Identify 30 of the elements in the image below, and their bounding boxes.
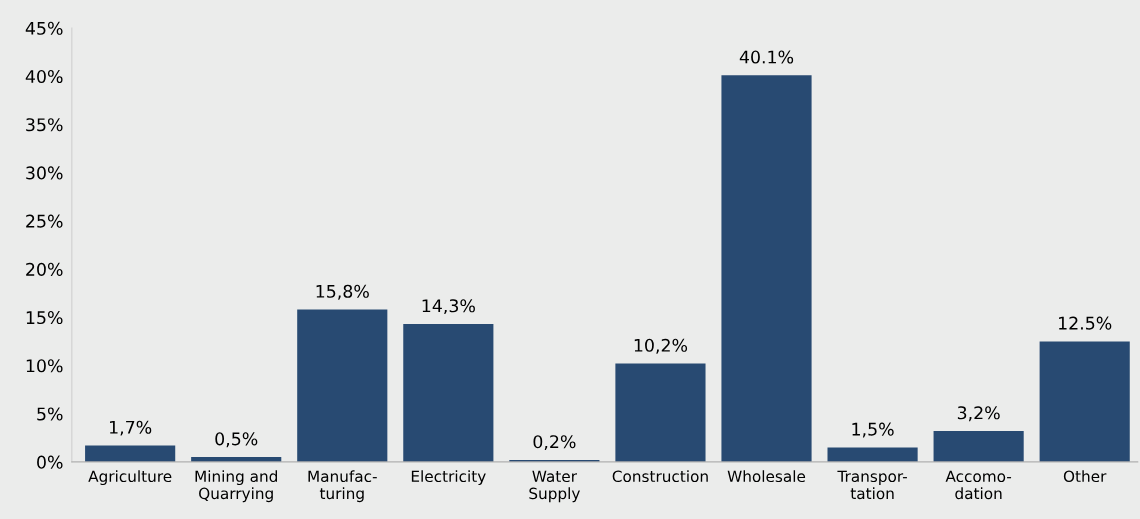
x-tick-label: Water Supply	[529, 470, 580, 503]
x-tick-label: Accomo- dation	[945, 470, 1012, 500]
data-label: 10,2%	[634, 338, 688, 354]
data-label: 0,2%	[533, 435, 576, 451]
y-tick-label: 25%	[26, 214, 63, 228]
y-tick-label: 15%	[26, 310, 63, 325]
data-label: 14,3%	[422, 299, 475, 315]
x-tick-label: Electricity	[411, 470, 486, 486]
y-tick-label: 30%	[26, 166, 63, 180]
y-tick-label: 0%	[37, 455, 63, 469]
data-label: 0,5%	[215, 432, 258, 448]
y-tick-label: 10%	[26, 359, 63, 373]
x-tick-label: Manufac- turing	[308, 470, 377, 503]
x-tick-label: Agriculture	[88, 470, 172, 486]
x-tick-label: Other	[1063, 470, 1107, 483]
y-tick-label: 40%	[25, 69, 63, 84]
data-label: 15,8%	[316, 284, 369, 300]
data-label: 3,2%	[957, 406, 1000, 422]
x-tick-label: Mining and Quarrying	[195, 470, 277, 503]
data-label: 12.5%	[1059, 316, 1112, 330]
y-tick-label: 5%	[37, 407, 63, 421]
data-label: 1,7%	[110, 420, 152, 436]
y-tick-label: 35%	[26, 118, 63, 132]
data-label: 40.1%	[739, 50, 794, 64]
y-tick-label: 20%	[26, 262, 63, 276]
x-tick-label: Wholesale	[727, 470, 806, 483]
y-tick-label: 45%	[25, 21, 63, 35]
data-label: 1,5%	[852, 422, 894, 438]
x-tick-label: Construction	[612, 470, 708, 483]
x-tick-label: Transpor- tation	[837, 470, 907, 500]
